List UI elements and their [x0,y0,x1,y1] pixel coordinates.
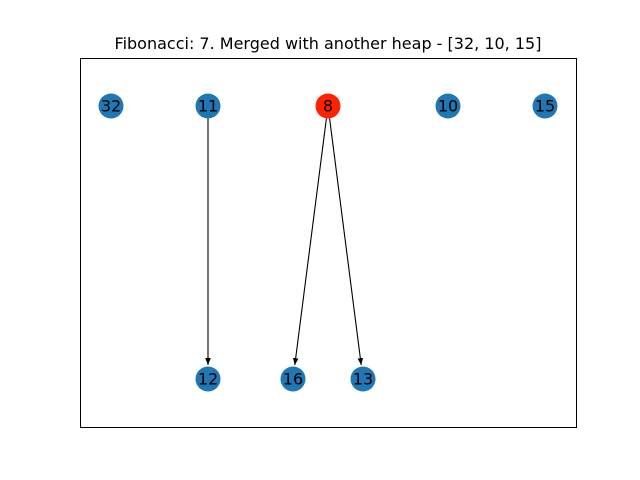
edge-8-to-16 [292,118,327,366]
edge-8-to-13 [329,118,364,366]
node-15: 15 [532,93,558,119]
node-label: 13 [353,370,373,389]
nodes-layer: 32 11 8 10 15 12 16 13 [98,93,558,392]
node-label: 16 [283,370,303,389]
node-label: 8 [323,97,333,116]
figure-title: Fibonacci: 7. Merged with another heap -… [115,34,542,53]
node-32: 32 [98,93,124,119]
node-10: 10 [435,93,461,119]
node-circle [280,366,306,392]
node-8: 8 [315,93,341,119]
node-circle [195,93,221,119]
node-circle [350,366,376,392]
node-label: 32 [101,97,121,116]
node-13: 13 [350,366,376,392]
edges-layer [205,118,364,366]
node-16: 16 [280,366,306,392]
plot-frame [80,58,577,428]
node-circle [532,93,558,119]
node-label: 15 [535,97,555,116]
node-12: 12 [195,366,221,392]
node-circle [98,93,124,119]
node-11: 11 [195,93,221,119]
node-label: 11 [198,97,218,116]
node-circle [195,366,221,392]
node-label: 12 [198,370,218,389]
highlighted-node-circle [315,93,341,119]
node-circle [435,93,461,119]
node-label: 10 [438,97,458,116]
